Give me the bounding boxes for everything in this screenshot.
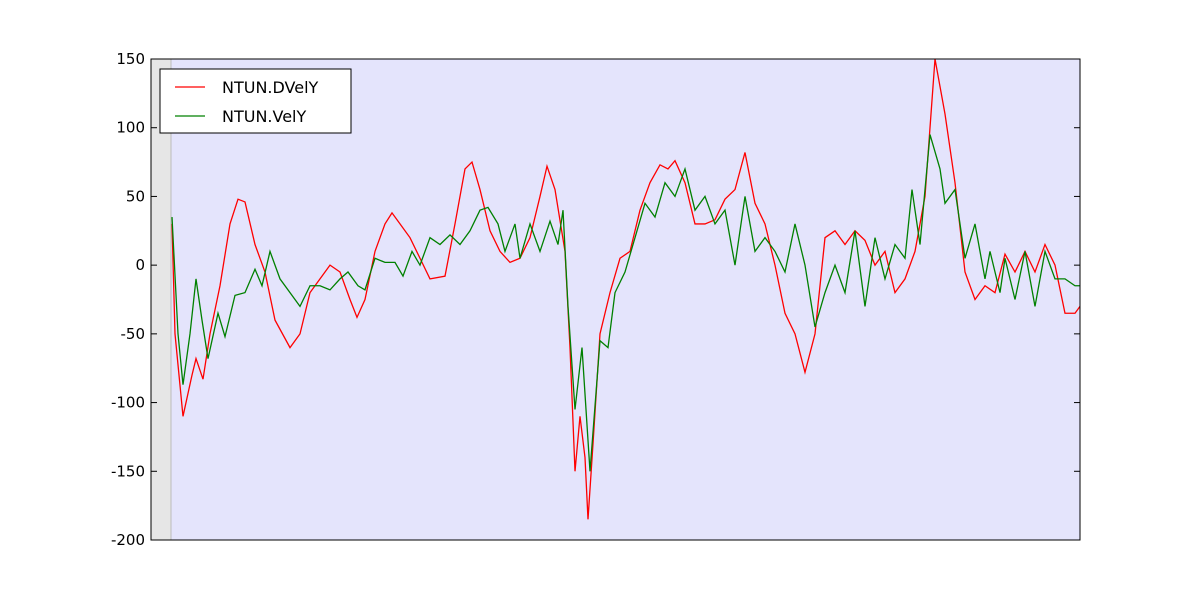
data-line (171, 134, 1080, 472)
y-tick-label: -50 (121, 325, 146, 343)
y-tick-label: -100 (111, 394, 145, 412)
legend-label: NTUN.DVelY (222, 78, 319, 97)
legend-label: NTUN.VelY (222, 107, 307, 126)
y-tick-label: 150 (116, 50, 145, 68)
plot-marks (171, 58, 1081, 520)
shaded-span (151, 59, 171, 540)
y-tick-label: 0 (135, 256, 145, 274)
y-tick-label: 100 (116, 119, 145, 137)
y-tick-label: 50 (126, 187, 145, 205)
y-tick-label: -150 (111, 462, 145, 480)
legend-box (159, 68, 352, 134)
plot-background (151, 59, 1080, 540)
plot-frame (150, 58, 1081, 541)
legend: NTUN.DVelY NTUN.VelY (159, 68, 352, 134)
y-tick-label: -200 (111, 531, 145, 549)
